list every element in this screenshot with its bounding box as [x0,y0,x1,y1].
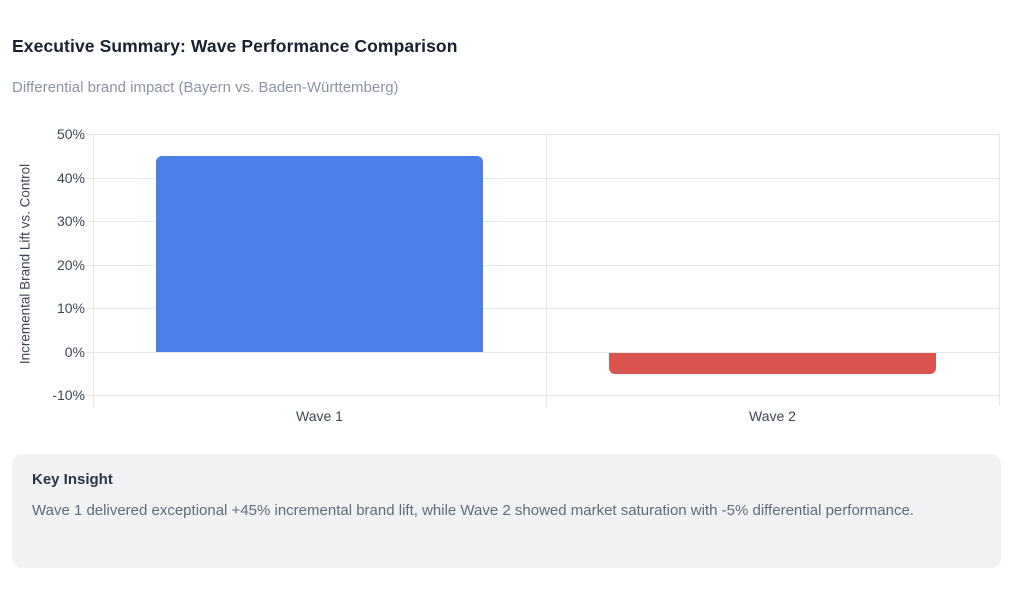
y-tick-mark [86,177,93,179]
page-subtitle: Differential brand impact (Bayern vs. Ba… [12,79,399,96]
x-category-label: Wave 1 [296,408,343,424]
y-tick-label: -10% [52,387,85,403]
y-tick-label: 10% [56,300,85,316]
y-tick-mark [86,264,93,266]
insight-body: Wave 1 delivered exceptional +45% increm… [32,502,914,519]
category-boundary-line [93,134,94,406]
x-category-label: Wave 2 [749,408,796,424]
y-tick-mark [86,351,93,353]
y-tick-label: 50% [56,126,85,142]
key-insight-box: Key Insight Wave 1 delivered exceptional… [12,454,1001,568]
page-title: Executive Summary: Wave Performance Comp… [12,36,458,56]
y-tick-mark [86,395,93,396]
insight-heading: Key Insight [32,471,113,488]
category-boundary-line [999,134,1000,406]
y-tick-label: 20% [56,256,85,273]
bar-wave-2[interactable] [609,352,936,375]
y-tick-label: 0% [64,343,85,360]
plot-area: 50% 40% 30% 20% 10% 0% -10% Wave 1 Wave 2 [52,126,1000,424]
y-tick-label: 40% [56,169,85,186]
y-tick-mark [86,221,93,222]
y-tick-mark [86,308,93,309]
category-boundary-line [546,134,547,406]
y-tick-mark [86,134,93,135]
y-tick-label: 30% [56,213,85,229]
bar-wave-1[interactable] [156,155,483,352]
